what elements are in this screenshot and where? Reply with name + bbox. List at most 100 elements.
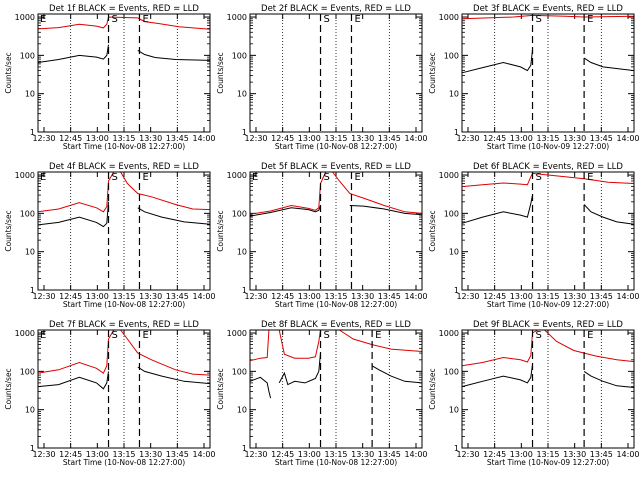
event-marker-label: S <box>536 14 542 25</box>
x-axis-label: Start Time (10-Nov-08 12:27:00) <box>63 300 185 309</box>
x-tick-label: 12:30 <box>244 292 267 301</box>
x-tick-label: 12:45 <box>59 292 82 301</box>
x-tick-label: 14:00 <box>192 134 215 143</box>
events-series-line <box>249 205 321 217</box>
x-tick-label: 12:45 <box>271 292 294 301</box>
y-tick-label: 100 <box>444 209 459 218</box>
y-tick-label: 10 <box>237 248 247 257</box>
event-marker-label: E <box>587 330 593 341</box>
lld-series-line <box>37 16 211 30</box>
x-axis-label: Start Time (10-Nov-08 12:27:00) <box>63 142 185 151</box>
y-tick-label: 1000 <box>439 171 459 180</box>
x-tick-label: 12:30 <box>456 292 479 301</box>
event-marker-label: S <box>536 172 542 183</box>
event-marker-label: E <box>375 330 381 341</box>
detector-panel-1: Det 1f BLACK = Events, RED = LLD 1 10 100 10… <box>4 4 216 151</box>
y-tick-label: 10 <box>25 90 35 99</box>
y-tick-label: 1000 <box>15 171 35 180</box>
event-marker-label: S <box>536 330 542 341</box>
events-series-line <box>37 201 109 228</box>
events-series-line <box>137 49 211 61</box>
x-tick-label: 13:30 <box>139 292 162 301</box>
events-series-line <box>583 57 635 72</box>
x-axis-label: Start Time (10-Nov-09 12:27:00) <box>487 458 609 467</box>
x-tick-label: 12:45 <box>483 292 506 301</box>
detector-panel-4: Det 4f BLACK = Events, RED = LLD 1 10 100 10… <box>4 162 216 309</box>
plot-frame <box>461 329 635 449</box>
y-tick-label: 10 <box>25 248 35 257</box>
y-tick-label: 100 <box>232 51 247 60</box>
detector-panel-7: Det 7f BLACK = Events, RED = LLD 1 10 100 10… <box>4 320 216 467</box>
x-tick-label: 13:00 <box>298 292 321 301</box>
x-tick-label: 13:00 <box>510 292 533 301</box>
x-axis-label: Start Time (10-Nov-08 12:27:00) <box>275 300 397 309</box>
y-tick-label: 10 <box>449 248 459 257</box>
y-tick-label: 100 <box>232 209 247 218</box>
x-tick-label: 12:30 <box>32 450 55 459</box>
y-tick-label: 10 <box>237 90 247 99</box>
panel-title: Det 6f BLACK = Events, RED = LLD <box>473 162 623 172</box>
plot-frame <box>249 13 423 133</box>
plot-frame <box>37 13 211 133</box>
event-marker-label: S <box>112 14 118 25</box>
x-tick-label: 13:00 <box>298 134 321 143</box>
detector-panel-6: Det 6f BLACK = Events, RED = LLD 1 10 100 10… <box>428 162 640 309</box>
x-tick-label: 13:45 <box>590 292 613 301</box>
events-series-line <box>371 365 423 384</box>
y-tick-label: 100 <box>444 367 459 376</box>
panel-title: Det 1f BLACK = Events, RED = LLD <box>49 4 199 14</box>
y-axis-label: Counts/sec <box>428 52 437 93</box>
x-tick-label: 13:30 <box>563 450 586 459</box>
x-tick-label: 13:45 <box>590 450 613 459</box>
y-tick-label: 1 <box>242 444 247 453</box>
detector-panel-5: Det 5f BLACK = Events, RED = LLD 1 10 100 10… <box>216 162 428 309</box>
x-tick-label: 13:30 <box>351 292 374 301</box>
events-series-line <box>37 371 109 390</box>
y-axis-label: Counts/sec <box>4 52 13 93</box>
events-series-line <box>461 49 533 74</box>
x-tick-label: 13:30 <box>563 292 586 301</box>
panel-title: Det 4f BLACK = Events, RED = LLD <box>49 162 199 172</box>
event-marker-label: E <box>40 330 46 341</box>
panel-title: Det 5f BLACK = Events, RED = LLD <box>261 162 411 172</box>
x-tick-label: 13:15 <box>112 292 135 301</box>
x-tick-label: 13:15 <box>536 292 559 301</box>
x-tick-label: 12:30 <box>32 292 55 301</box>
detector-panel-2: Det 2f BLACK = Events, RED = LLD 1 10 100 10… <box>216 4 428 151</box>
x-tick-label: 13:15 <box>324 292 347 301</box>
x-tick-label: 13:15 <box>112 134 135 143</box>
x-tick-label: 13:15 <box>536 450 559 459</box>
x-axis-label: Start Time (10-Nov-09 12:27:00) <box>487 142 609 151</box>
event-marker-label: E <box>252 172 258 183</box>
y-axis-label: Counts/sec <box>4 210 13 251</box>
x-tick-label: 13:45 <box>378 450 401 459</box>
lld-series-line <box>332 171 423 214</box>
x-tick-label: 13:15 <box>112 450 135 459</box>
x-tick-label: 13:00 <box>86 134 109 143</box>
lld-series-line <box>544 329 635 363</box>
y-tick-label: 1 <box>454 444 459 453</box>
events-series-line <box>349 205 423 216</box>
detector-panel-8: Det 8f BLACK = Events, RED = LLD 1 10 100 10… <box>216 320 428 467</box>
x-tick-label: 13:15 <box>536 134 559 143</box>
y-tick-label: 100 <box>232 367 247 376</box>
plot-frame <box>461 171 635 291</box>
detector-panel-9: Det 9f BLACK = Events, RED = LLD 1 10 100 10… <box>428 320 640 467</box>
x-tick-label: 14:00 <box>404 450 427 459</box>
events-series-line <box>461 195 533 224</box>
y-tick-label: 10 <box>449 406 459 415</box>
panel-title: Det 9f BLACK = Events, RED = LLD <box>473 320 623 330</box>
x-tick-label: 12:30 <box>244 134 267 143</box>
events-series-line <box>137 207 211 225</box>
event-marker-label: E <box>587 172 593 183</box>
x-tick-label: 13:30 <box>563 134 586 143</box>
y-tick-label: 1 <box>454 128 459 137</box>
y-axis-label: Counts/sec <box>4 368 13 409</box>
panel-title: Det 8f BLACK = Events, RED = LLD <box>261 320 411 330</box>
y-axis-label: Counts/sec <box>216 368 225 409</box>
panel-title: Det 7f BLACK = Events, RED = LLD <box>49 320 199 330</box>
plot-frame <box>37 171 211 291</box>
x-tick-label: 13:45 <box>378 292 401 301</box>
lld-series-line <box>37 329 115 374</box>
y-tick-label: 10 <box>237 406 247 415</box>
